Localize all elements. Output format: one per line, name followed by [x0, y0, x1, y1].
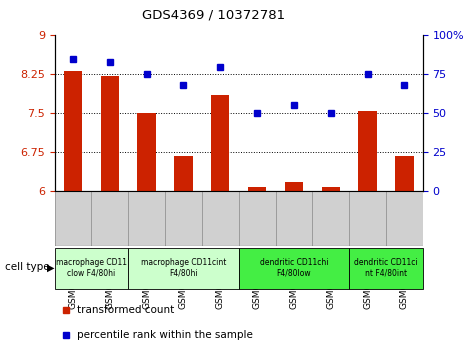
Text: macrophage CD11cint
F4/80hi: macrophage CD11cint F4/80hi: [141, 258, 226, 278]
Bar: [358, 111, 377, 191]
Bar: [349, 191, 386, 246]
Bar: [276, 191, 313, 246]
Bar: [128, 248, 238, 289]
Bar: [349, 248, 423, 289]
Text: GDS4369 / 10372781: GDS4369 / 10372781: [142, 9, 285, 22]
Bar: [313, 191, 349, 246]
Bar: [211, 95, 229, 191]
Bar: [128, 191, 165, 246]
Bar: [174, 156, 193, 191]
Text: dendritic CD11ci
nt F4/80int: dendritic CD11ci nt F4/80int: [354, 258, 418, 278]
Bar: [238, 191, 276, 246]
Bar: [395, 156, 414, 191]
Bar: [248, 187, 266, 191]
Bar: [322, 187, 340, 191]
Text: ▶: ▶: [47, 262, 54, 272]
Bar: [202, 191, 238, 246]
Bar: [137, 113, 156, 191]
Text: macrophage CD11
clow F4/80hi: macrophage CD11 clow F4/80hi: [56, 258, 127, 278]
Bar: [55, 248, 128, 289]
Bar: [238, 248, 349, 289]
Bar: [285, 182, 303, 191]
Bar: [64, 71, 82, 191]
Bar: [91, 191, 128, 246]
Text: dendritic CD11chi
F4/80low: dendritic CD11chi F4/80low: [260, 258, 328, 278]
Bar: [55, 191, 91, 246]
Text: percentile rank within the sample: percentile rank within the sample: [77, 330, 253, 339]
Bar: [101, 76, 119, 191]
Bar: [165, 191, 202, 246]
Text: transformed count: transformed count: [77, 305, 174, 315]
Bar: [386, 191, 423, 246]
Text: cell type: cell type: [5, 262, 49, 272]
